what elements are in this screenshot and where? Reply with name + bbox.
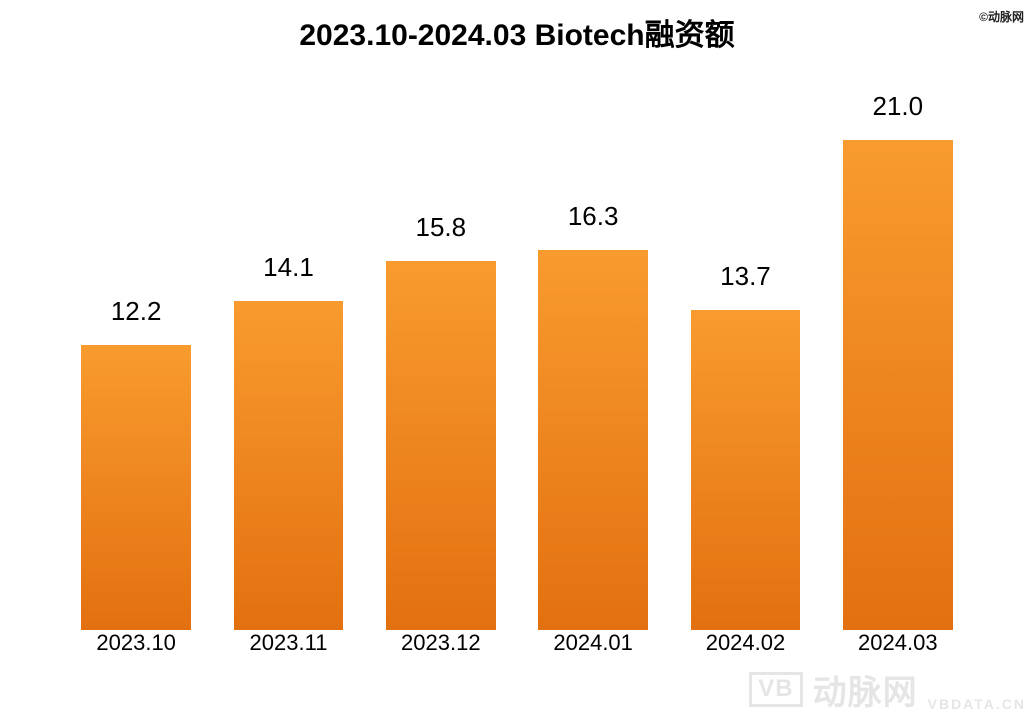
bar-wrap: 13.7 — [691, 70, 801, 630]
x-axis-label: 2023.11 — [212, 630, 364, 660]
bar-wrap: 14.1 — [234, 70, 344, 630]
bar-slot: 16.3 — [517, 70, 669, 630]
x-axis-label: 2024.01 — [517, 630, 669, 660]
bar-slot: 21.0 — [822, 70, 974, 630]
chart-title: 2023.10-2024.03 Biotech融资额 — [0, 0, 1034, 54]
bar: 21.0 — [843, 140, 953, 630]
x-axis-label: 2023.12 — [365, 630, 517, 660]
bar-wrap: 15.8 — [386, 70, 496, 630]
watermark-top: ©动脉网 — [979, 8, 1024, 25]
bar: 15.8 — [386, 261, 496, 630]
chart-area: 12.214.115.816.313.721.0 2023.102023.112… — [60, 70, 974, 660]
bar: 12.2 — [81, 345, 191, 630]
watermark-cn: 动脉网 — [813, 665, 918, 714]
x-axis-label: 2024.02 — [669, 630, 821, 660]
chart-container: 2023.10-2024.03 Biotech融资额 ©动脉网 12.2 14.1… — [0, 0, 1034, 720]
bar-wrap: 12.2 — [81, 70, 191, 630]
x-axis-label: 2024.03 — [822, 630, 974, 660]
bar: 16.3 — [538, 250, 648, 630]
watermark-bottom: VB 动脉网 VBDATA.CN — [749, 665, 1026, 714]
x-axis-label: 2023.10 — [60, 630, 212, 660]
watermark-url: VBDATA.CN — [928, 696, 1026, 712]
bar-slot: 15.8 — [365, 70, 517, 630]
bar-wrap: 21.0 — [843, 70, 953, 630]
bar-wrap: 16.3 — [538, 70, 648, 630]
plot-area: 12.2 14.1 15.8 16.3 13.7 21.0 — [60, 70, 974, 630]
bar: 13.7 — [691, 310, 801, 630]
bar-slot: 14.1 — [212, 70, 364, 630]
value-label: 16.3 — [523, 201, 663, 232]
value-label: 21.0 — [828, 91, 968, 122]
value-label: 13.7 — [675, 261, 815, 292]
x-axis: 2023.102023.112023.122024.012024.022024.… — [60, 630, 974, 660]
watermark-logo: VB — [749, 672, 802, 707]
bar-slot: 13.7 — [669, 70, 821, 630]
value-label: 12.2 — [66, 296, 206, 327]
bar: 14.1 — [234, 301, 344, 630]
value-label: 15.8 — [371, 212, 511, 243]
value-label: 14.1 — [218, 252, 358, 283]
bar-slot: 12.2 — [60, 70, 212, 630]
